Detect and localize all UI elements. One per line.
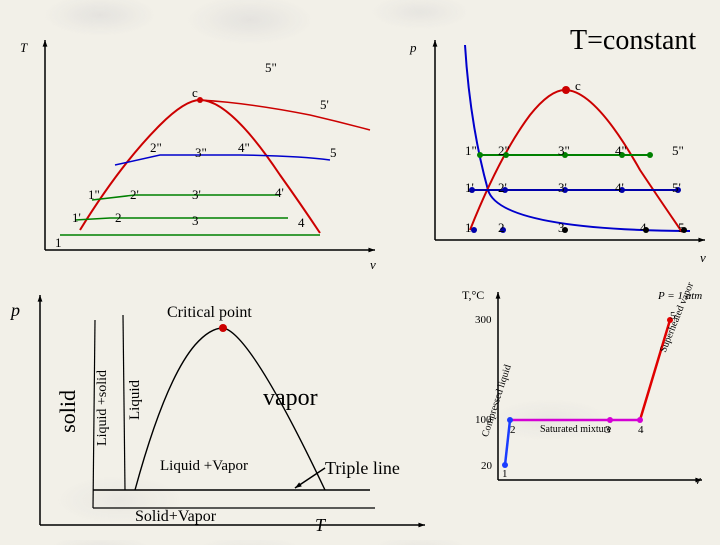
chart-label: T bbox=[315, 515, 325, 536]
data-point bbox=[477, 152, 483, 158]
chart-label: 3' bbox=[558, 180, 567, 196]
chart-label: Saturated mixture bbox=[540, 424, 611, 435]
chart-label: c bbox=[192, 85, 198, 101]
iso-4 bbox=[115, 155, 330, 165]
chart-label: vapor bbox=[263, 385, 318, 412]
isoT-steep bbox=[465, 45, 690, 231]
chart-label: 5" bbox=[265, 60, 277, 76]
chart-label: 5' bbox=[672, 180, 681, 196]
chart-label: 2 bbox=[510, 424, 516, 436]
chart-label: 2" bbox=[150, 140, 162, 156]
chart-label: 3 bbox=[192, 213, 199, 229]
chart-vlabel: solid bbox=[55, 390, 81, 433]
chart-label: v bbox=[700, 250, 706, 266]
panel-tv-bottomright: T,°CP = 1 atm300100205Superheated vapor2… bbox=[470, 290, 710, 500]
chart-label: 2' bbox=[130, 187, 139, 203]
chart-label: 4' bbox=[615, 180, 624, 196]
chart-label: 1 bbox=[465, 220, 472, 236]
chart-label: v bbox=[695, 472, 701, 488]
chart-label: Solid+Vapor bbox=[135, 508, 216, 526]
chart-label: 2" bbox=[498, 143, 510, 159]
data-point bbox=[637, 417, 643, 423]
panel-tv-topleft: Tc5"5'52"3"4"1"2'3'4'1'2341v bbox=[20, 35, 380, 255]
chart-label: 4' bbox=[275, 185, 284, 201]
chart-label: Critical point bbox=[167, 304, 252, 322]
chart-label: 1" bbox=[465, 143, 477, 159]
chart-label: 300 bbox=[475, 314, 492, 326]
panel-pv-topright: pc1"2"3"4"5"1'2'3'4'5'12345v bbox=[410, 35, 710, 255]
chart-label: 4 bbox=[640, 220, 647, 236]
chart-label: 2 bbox=[115, 210, 122, 226]
chart-label: v bbox=[370, 257, 376, 273]
chart-label: 1 bbox=[55, 235, 62, 251]
chart-label: T bbox=[20, 40, 27, 56]
iso-5 bbox=[200, 100, 370, 130]
chart-label: 4 bbox=[638, 424, 644, 436]
iso-3 bbox=[92, 195, 280, 200]
chart-label: Liquid +Vapor bbox=[160, 458, 248, 475]
chart-label: 2' bbox=[498, 180, 507, 196]
data-point bbox=[607, 417, 613, 423]
chart-label: 3' bbox=[192, 187, 201, 203]
chart-label: 2 bbox=[498, 220, 505, 236]
solid-liq2 bbox=[123, 315, 125, 490]
chart-label: 3" bbox=[195, 145, 207, 161]
data-point bbox=[647, 152, 653, 158]
chart-label: 5" bbox=[672, 143, 684, 159]
chart-label: 3 bbox=[558, 220, 565, 236]
chart-label: 3 bbox=[605, 424, 611, 436]
chart-label: 5 bbox=[330, 145, 337, 161]
data-point bbox=[507, 417, 513, 423]
data-point bbox=[471, 227, 477, 233]
chart-label: 5' bbox=[320, 97, 329, 113]
chart-vlabel: Liquid bbox=[127, 380, 144, 420]
chart-vlabel: Liquid +solid bbox=[95, 370, 111, 446]
chart-label: 4" bbox=[238, 140, 250, 156]
chart-label: 1' bbox=[465, 180, 474, 196]
chart-label: 3" bbox=[558, 143, 570, 159]
data-point bbox=[219, 324, 227, 332]
chart-label: 1' bbox=[72, 210, 81, 226]
data-point bbox=[562, 86, 570, 94]
chart-label: 4" bbox=[615, 143, 627, 159]
chart-label: 4 bbox=[298, 215, 305, 231]
chart-label: 1 bbox=[502, 468, 508, 480]
panel-phase-bottomleft: pCritical pointvaporLiquid +VaporTriple … bbox=[15, 290, 435, 530]
chart-label: 5 bbox=[678, 220, 685, 236]
chart-label: p bbox=[410, 40, 417, 56]
chart-label: 1" bbox=[88, 187, 100, 203]
chart-label: Triple line bbox=[325, 458, 400, 479]
chart-label: 20 bbox=[481, 460, 492, 472]
chart-label: p bbox=[11, 300, 20, 321]
iso-2 bbox=[75, 218, 288, 220]
chart-label: c bbox=[575, 78, 581, 94]
c-dome-r bbox=[470, 90, 682, 232]
chart-label: T,°C bbox=[462, 288, 484, 303]
